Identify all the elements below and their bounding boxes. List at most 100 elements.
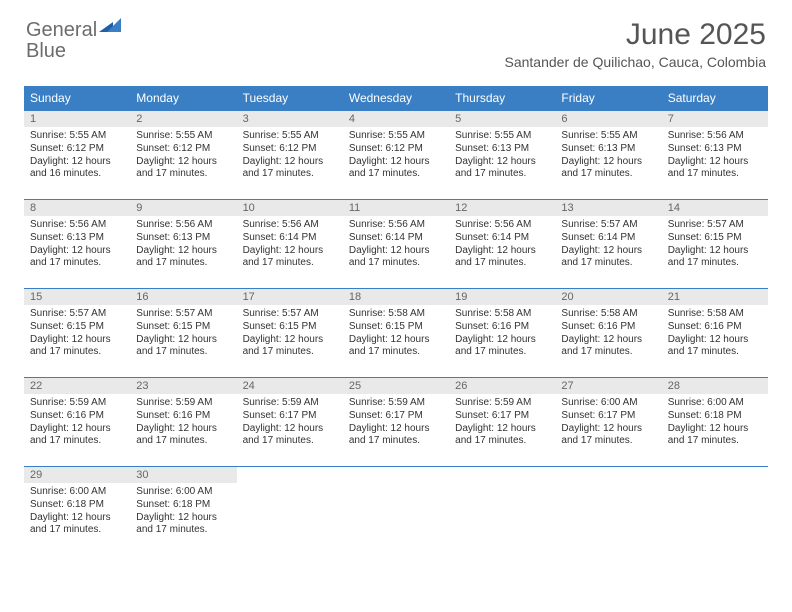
daylight-text: Daylight: 12 hours and 17 minutes. bbox=[455, 245, 549, 271]
daylight-text: Daylight: 12 hours and 17 minutes. bbox=[455, 334, 549, 360]
daylight-text: Daylight: 12 hours and 17 minutes. bbox=[349, 423, 443, 449]
daylight-text: Daylight: 12 hours and 17 minutes. bbox=[30, 245, 124, 271]
sunrise-text: Sunrise: 5:59 AM bbox=[243, 397, 337, 410]
calendar-cell: 6Sunrise: 5:55 AMSunset: 6:13 PMDaylight… bbox=[555, 111, 661, 199]
calendar-week: 29Sunrise: 6:00 AMSunset: 6:18 PMDayligh… bbox=[24, 466, 768, 555]
day-number: 25 bbox=[343, 378, 449, 394]
calendar-cell: 14Sunrise: 5:57 AMSunset: 6:15 PMDayligh… bbox=[662, 200, 768, 288]
sunrise-text: Sunrise: 5:57 AM bbox=[243, 308, 337, 321]
day-number: 16 bbox=[130, 289, 236, 305]
calendar-cell: 16 Sunrise: 5:57 AMSunset: 6:15 PMDayligh… bbox=[130, 289, 236, 377]
page-title: June 2025 bbox=[505, 18, 767, 52]
daylight-text: Daylight: 12 hours and 17 minutes. bbox=[243, 156, 337, 182]
sunrise-text: Sunrise: 5:57 AM bbox=[668, 219, 762, 232]
day-header-row: Sunday Monday Tuesday Wednesday Thursday… bbox=[24, 86, 768, 110]
calendar-cell: 22Sunrise: 5:59 AMSunset: 6:16 PMDayligh… bbox=[24, 378, 130, 466]
sunrise-text: Sunrise: 5:57 AM bbox=[136, 308, 230, 321]
daylight-text: Daylight: 12 hours and 17 minutes. bbox=[136, 512, 230, 538]
sunrise-text: Sunrise: 5:56 AM bbox=[455, 219, 549, 232]
day-number: 28 bbox=[662, 378, 768, 394]
daylight-text: Daylight: 12 hours and 17 minutes. bbox=[136, 334, 230, 360]
sunset-text: Sunset: 6:15 PM bbox=[668, 232, 762, 245]
sunrise-text: Sunrise: 5:58 AM bbox=[561, 308, 655, 321]
sunset-text: Sunset: 6:13 PM bbox=[561, 143, 655, 156]
day-number: 19 bbox=[449, 289, 555, 305]
sunrise-text: Sunrise: 5:59 AM bbox=[30, 397, 124, 410]
day-number: 17 bbox=[237, 289, 343, 305]
sunrise-text: Sunrise: 5:55 AM bbox=[561, 130, 655, 143]
daylight-text: Daylight: 12 hours and 17 minutes. bbox=[243, 334, 337, 360]
day-number: 30 bbox=[130, 467, 236, 483]
sunset-text: Sunset: 6:12 PM bbox=[136, 143, 230, 156]
sunrise-text: Sunrise: 6:00 AM bbox=[30, 486, 124, 499]
calendar-cell: 9Sunrise: 5:56 AMSunset: 6:13 PMDaylight… bbox=[130, 200, 236, 288]
day-number: 14 bbox=[662, 200, 768, 216]
calendar-cell: 1Sunrise: 5:55 AMSunset: 6:12 PMDaylight… bbox=[24, 111, 130, 199]
calendar-cell: 2Sunrise: 5:55 AMSunset: 6:12 PMDaylight… bbox=[130, 111, 236, 199]
day-number: 5 bbox=[449, 111, 555, 127]
day-header-tue: Tuesday bbox=[237, 86, 343, 110]
sunrise-text: Sunrise: 5:55 AM bbox=[455, 130, 549, 143]
sunset-text: Sunset: 6:12 PM bbox=[349, 143, 443, 156]
sunset-text: Sunset: 6:13 PM bbox=[455, 143, 549, 156]
calendar-cell: 10Sunrise: 5:56 AMSunset: 6:14 PMDayligh… bbox=[237, 200, 343, 288]
logo: General Blue bbox=[26, 18, 121, 62]
daylight-text: Daylight: 12 hours and 17 minutes. bbox=[561, 423, 655, 449]
calendar-cell: 26Sunrise: 5:59 AMSunset: 6:17 PMDayligh… bbox=[449, 378, 555, 466]
sunset-text: Sunset: 6:14 PM bbox=[455, 232, 549, 245]
logo-text: General Blue bbox=[26, 18, 121, 62]
sunset-text: Sunset: 6:16 PM bbox=[136, 410, 230, 423]
day-number: 15 bbox=[24, 289, 130, 305]
sunset-text: Sunset: 6:17 PM bbox=[349, 410, 443, 423]
day-number: 9 bbox=[130, 200, 236, 216]
sunrise-text: Sunrise: 5:56 AM bbox=[136, 219, 230, 232]
daylight-text: Daylight: 12 hours and 17 minutes. bbox=[561, 245, 655, 271]
day-number: 3 bbox=[237, 111, 343, 127]
day-number: 8 bbox=[24, 200, 130, 216]
calendar-cell: 17 Sunrise: 5:57 AMSunset: 6:15 PMDayligh… bbox=[237, 289, 343, 377]
sunrise-text: Sunrise: 5:58 AM bbox=[668, 308, 762, 321]
day-number: 20 bbox=[555, 289, 661, 305]
calendar-cell: 12Sunrise: 5:56 AMSunset: 6:14 PMDayligh… bbox=[449, 200, 555, 288]
sunset-text: Sunset: 6:17 PM bbox=[455, 410, 549, 423]
daylight-text: Daylight: 12 hours and 17 minutes. bbox=[136, 156, 230, 182]
sunset-text: Sunset: 6:16 PM bbox=[30, 410, 124, 423]
calendar-cell: 13Sunrise: 5:57 AMSunset: 6:14 PMDayligh… bbox=[555, 200, 661, 288]
calendar-cell: 29Sunrise: 6:00 AMSunset: 6:18 PMDayligh… bbox=[24, 467, 130, 555]
daylight-text: Daylight: 12 hours and 17 minutes. bbox=[668, 156, 762, 182]
sunset-text: Sunset: 6:17 PM bbox=[243, 410, 337, 423]
daylight-text: Daylight: 12 hours and 17 minutes. bbox=[30, 423, 124, 449]
calendar-cell bbox=[449, 467, 555, 555]
logo-word2: Blue bbox=[26, 40, 66, 62]
sunrise-text: Sunrise: 5:58 AM bbox=[349, 308, 443, 321]
day-number: 27 bbox=[555, 378, 661, 394]
sunrise-text: Sunrise: 5:57 AM bbox=[30, 308, 124, 321]
sunrise-text: Sunrise: 5:56 AM bbox=[30, 219, 124, 232]
day-number: 2 bbox=[130, 111, 236, 127]
sunrise-text: Sunrise: 5:59 AM bbox=[349, 397, 443, 410]
sunset-text: Sunset: 6:16 PM bbox=[561, 321, 655, 334]
sunset-text: Sunset: 6:16 PM bbox=[455, 321, 549, 334]
logo-word1: General bbox=[26, 19, 97, 41]
day-header-fri: Friday bbox=[555, 86, 661, 110]
day-number: 13 bbox=[555, 200, 661, 216]
sunset-text: Sunset: 6:15 PM bbox=[349, 321, 443, 334]
day-number: 18 bbox=[343, 289, 449, 305]
sunrise-text: Sunrise: 5:55 AM bbox=[243, 130, 337, 143]
sunset-text: Sunset: 6:15 PM bbox=[30, 321, 124, 334]
sunrise-text: Sunrise: 6:00 AM bbox=[561, 397, 655, 410]
header: General Blue June 2025 Santander de Quil… bbox=[0, 0, 792, 78]
calendar-cell bbox=[343, 467, 449, 555]
calendar-cell: 8Sunrise: 5:56 AMSunset: 6:13 PMDaylight… bbox=[24, 200, 130, 288]
sunset-text: Sunset: 6:15 PM bbox=[243, 321, 337, 334]
sunrise-text: Sunrise: 5:57 AM bbox=[561, 219, 655, 232]
sunset-text: Sunset: 6:15 PM bbox=[136, 321, 230, 334]
sunset-text: Sunset: 6:14 PM bbox=[349, 232, 443, 245]
calendar-cell: 25 Sunrise: 5:59 AMSunset: 6:17 PMDayligh… bbox=[343, 378, 449, 466]
daylight-text: Daylight: 12 hours and 17 minutes. bbox=[243, 423, 337, 449]
day-number: 11 bbox=[343, 200, 449, 216]
sunrise-text: Sunrise: 5:59 AM bbox=[136, 397, 230, 410]
sunset-text: Sunset: 6:14 PM bbox=[243, 232, 337, 245]
sunset-text: Sunset: 6:17 PM bbox=[561, 410, 655, 423]
sunrise-text: Sunrise: 6:00 AM bbox=[668, 397, 762, 410]
